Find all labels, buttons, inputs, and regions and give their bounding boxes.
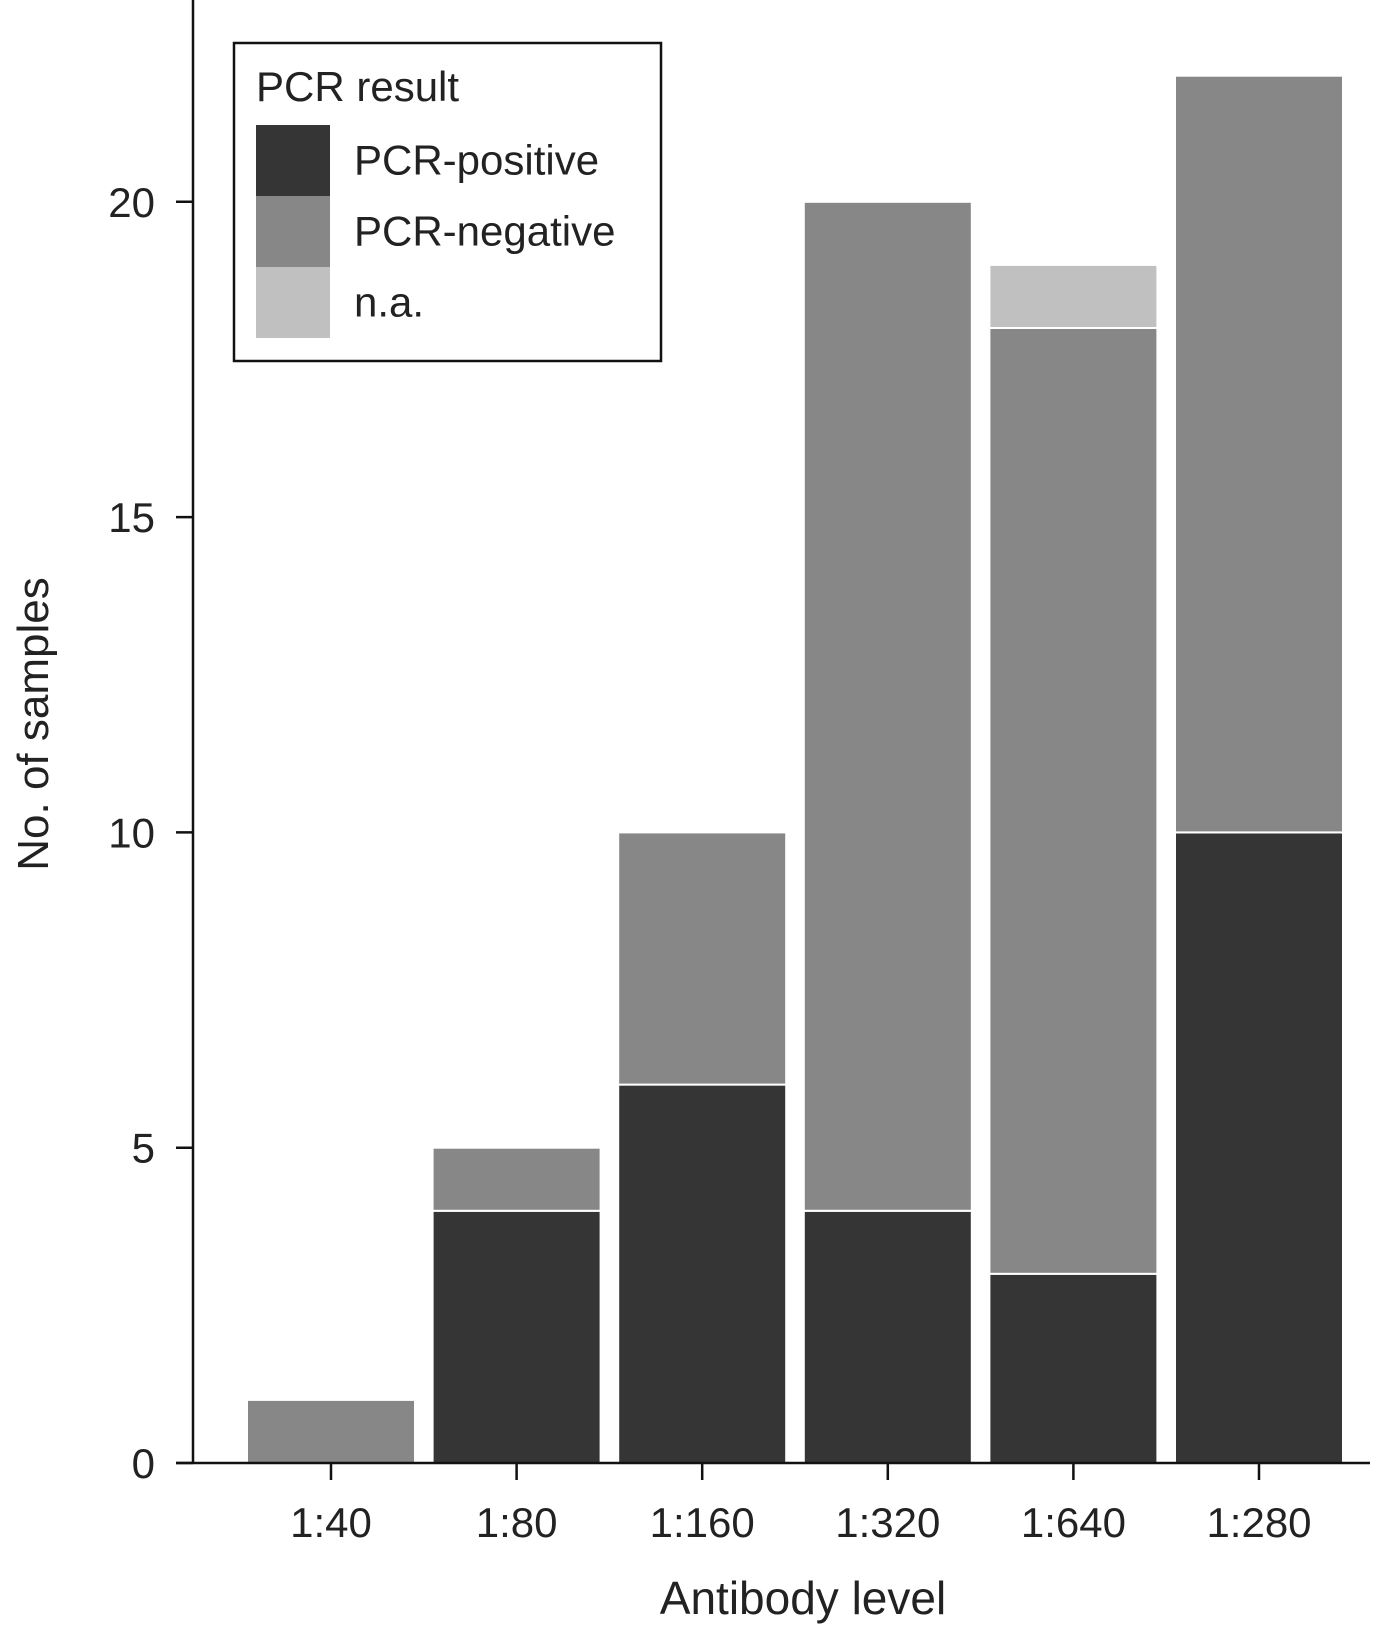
legend-title: PCR result <box>256 63 459 110</box>
x-tick-label: 1:80 <box>476 1499 558 1546</box>
y-tick-label: 15 <box>108 494 155 541</box>
bars-layer <box>246 74 1344 1465</box>
x-tick-label: 1:160 <box>650 1499 755 1546</box>
legend-label: PCR-negative <box>354 208 615 255</box>
x-axis-label: Antibody level <box>660 1572 946 1624</box>
y-tick-label: 10 <box>108 809 155 856</box>
bar-pcr-negative-1-80 <box>431 1146 602 1212</box>
legend-swatch <box>256 196 330 267</box>
x-tick-label: 1:280 <box>1206 1499 1311 1546</box>
bar-pcr-negative-1-40 <box>246 1398 416 1465</box>
bar-n-a--1-640 <box>988 263 1159 329</box>
x-tick-label: 1:640 <box>1021 1499 1126 1546</box>
y-tick-label: 5 <box>132 1125 155 1172</box>
y-tick-label: 20 <box>108 179 155 226</box>
legend-swatch <box>256 267 330 338</box>
y-tick-label: 0 <box>132 1440 155 1487</box>
bar-pcr-negative-1-320 <box>802 200 973 1212</box>
y-axis-label: No. of samples <box>9 577 58 870</box>
axes-layer: 0 5 10 15 20 1:40 1:80 1:160 1:320 1:640 1:280 No… <box>9 0 1370 1624</box>
legend: PCR result PCR-positive PCR-negative n.a. <box>232 41 663 363</box>
bar-pcr-positive-1-80 <box>431 1209 602 1465</box>
x-tick-label: 1:40 <box>290 1499 372 1546</box>
legend-swatch <box>256 125 330 196</box>
bar-pcr-positive-1-640 <box>988 1272 1159 1465</box>
bar-pcr-negative-1-640 <box>988 326 1159 1275</box>
bar-pcr-negative-1-160 <box>617 831 788 1086</box>
bar-pcr-negative-1-280 <box>1174 74 1344 834</box>
x-ticks: 1:40 1:80 1:160 1:320 1:640 1:280 <box>290 1463 1312 1546</box>
y-ticks: 0 5 10 15 20 <box>108 179 193 1487</box>
legend-items: PCR-positive PCR-negative n.a. <box>256 125 615 338</box>
legend-label: PCR-positive <box>354 137 599 184</box>
legend-label: n.a. <box>354 279 424 326</box>
bar-pcr-positive-1-280 <box>1174 831 1344 1464</box>
bar-pcr-positive-1-160 <box>617 1083 788 1464</box>
x-tick-label: 1:320 <box>835 1499 940 1546</box>
bar-pcr-positive-1-320 <box>802 1209 973 1465</box>
